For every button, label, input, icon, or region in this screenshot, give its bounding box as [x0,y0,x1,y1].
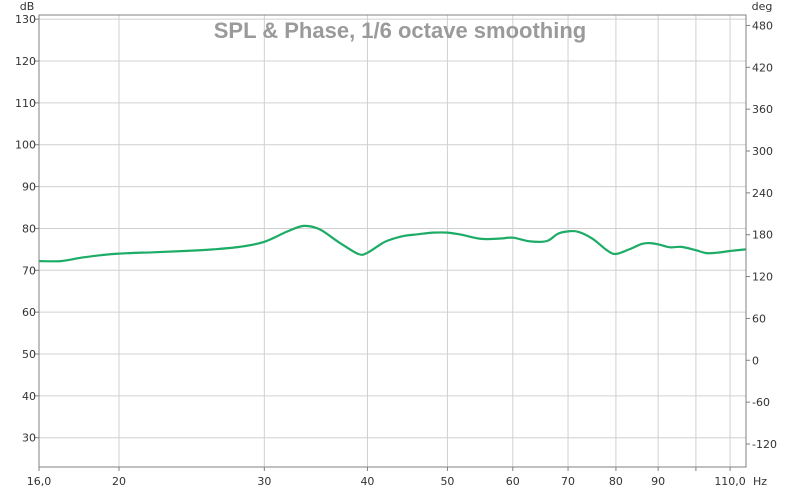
y-tick-label: 120 [15,55,36,68]
y-tick-label: 70 [22,264,36,277]
y-right-tick-label: 0 [752,354,759,367]
y-right-tick-label: 120 [752,271,773,284]
chart-title: SPL & Phase, 1/6 octave smoothing [214,18,587,43]
y-axis-right-unit: deg [752,0,773,13]
x-tick-label: 40 [360,475,374,488]
y-tick-label: 60 [22,306,36,319]
y-right-tick-label: 300 [752,145,773,158]
x-tick-label: 30 [257,475,271,488]
x-tick-label: 16,0 [27,475,52,488]
y-right-tick-label: 240 [752,187,773,200]
y-tick-label: 130 [15,13,36,26]
y-right-tick-label: 60 [752,312,766,325]
y-right-tick-label: -60 [752,396,770,409]
x-tick-label: 80 [609,475,623,488]
y-tick-label: 50 [22,348,36,361]
y-tick-label: 80 [22,222,36,235]
x-tick-label: 90 [651,475,665,488]
y-tick-label: 30 [22,432,36,445]
x-tick-label: 70 [561,475,575,488]
x-axis-unit: Hz [753,475,767,488]
x-tick-label: 110,0 [714,475,746,488]
y-right-tick-label: -120 [752,438,777,451]
y-right-tick-label: 420 [752,61,773,74]
plot-frame [38,14,747,468]
y-tick-label: 40 [22,390,36,403]
x-tick-label: 50 [440,475,454,488]
y-right-tick-label: 360 [752,103,773,116]
y-axis-left-unit: dB [20,0,35,13]
grid-lines [38,15,746,467]
y-right-tick-label: 480 [752,19,773,32]
x-tick-label: 20 [112,475,126,488]
y-right-tick-label: 180 [752,229,773,242]
y-tick-label: 90 [22,181,36,194]
x-tick-label: 60 [506,475,520,488]
spl-curve [38,224,747,263]
tick-labels: 16,0 20 30 40 50 60 70 80 90 110,0 30 40 50 60 70 80 90 1… [15,13,777,488]
y-tick-label: 100 [15,139,36,152]
y-tick-label: 110 [15,97,36,110]
curves [38,224,747,263]
